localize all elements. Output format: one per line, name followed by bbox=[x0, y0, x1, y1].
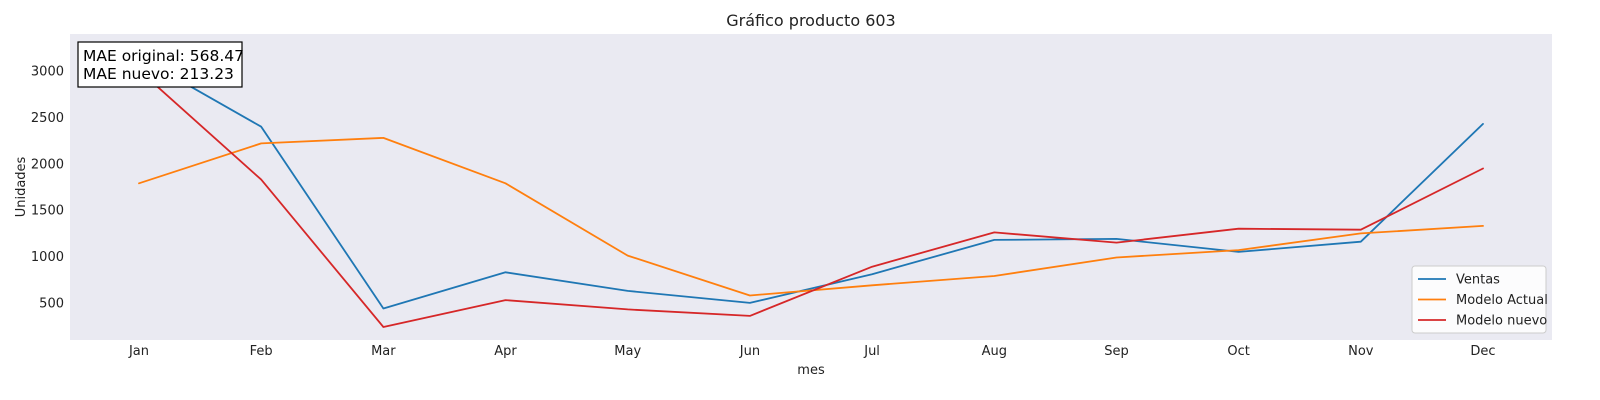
x-axis-label: mes bbox=[797, 363, 825, 378]
annotation-line: MAE nuevo: 213.23 bbox=[83, 65, 234, 83]
y-tick-label: 500 bbox=[39, 296, 64, 311]
plot-area bbox=[70, 34, 1552, 340]
x-tick-label: Jul bbox=[863, 344, 880, 359]
y-tick-label: 1000 bbox=[31, 250, 64, 265]
y-tick-label: 3000 bbox=[31, 65, 64, 80]
series-line-modelo-nuevo bbox=[138, 69, 1484, 328]
y-tick-label: 2000 bbox=[31, 157, 64, 172]
annotation-line: MAE original: 568.47 bbox=[83, 47, 244, 65]
legend-entry-modelo-nuevo: Modelo nuevo bbox=[1456, 314, 1547, 329]
x-tick-label: Sep bbox=[1104, 344, 1129, 359]
x-tick-label: May bbox=[614, 344, 641, 359]
chart-title: Gráfico producto 603 bbox=[726, 11, 895, 30]
x-tick-label: Feb bbox=[250, 344, 273, 359]
annotation-frame bbox=[77, 41, 243, 88]
legend-entry-modelo-actual: Modelo Actual bbox=[1456, 293, 1548, 308]
x-tick-label: Mar bbox=[371, 344, 396, 359]
series-line-ventas bbox=[138, 56, 1484, 310]
legend: Ventas Modelo Actual Modelo nuevo bbox=[1411, 265, 1548, 334]
legend-frame bbox=[1411, 265, 1547, 334]
y-axis-label: Unidades bbox=[14, 156, 29, 217]
x-tick-label: Oct bbox=[1227, 344, 1249, 359]
x-tick-label: Aug bbox=[982, 344, 1007, 359]
legend-entry-ventas: Ventas bbox=[1456, 273, 1500, 288]
y-tick-label: 1500 bbox=[31, 204, 64, 219]
x-tick-label: Jan bbox=[128, 344, 149, 359]
x-tick-label: Nov bbox=[1348, 344, 1374, 359]
y-tick-label: 2500 bbox=[31, 111, 64, 126]
x-tick-label: Jun bbox=[739, 344, 760, 359]
x-tick-label: Dec bbox=[1470, 344, 1495, 359]
x-tick-label: Apr bbox=[494, 344, 517, 359]
